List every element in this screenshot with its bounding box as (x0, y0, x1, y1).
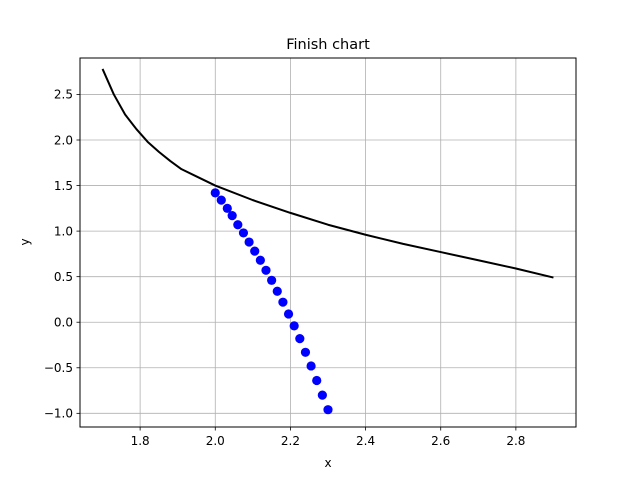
y-tick-label: 2.5 (54, 88, 73, 102)
data-point (289, 321, 299, 331)
data-point (300, 347, 311, 357)
x-tick-label: 2.4 (356, 434, 375, 448)
data-point (306, 361, 316, 371)
data-point (312, 375, 322, 386)
data-point (272, 286, 282, 296)
y-tick-label: −0.5 (44, 361, 73, 375)
data-point (278, 297, 288, 307)
data-point (295, 334, 305, 344)
data-point (216, 195, 226, 205)
data-point (255, 255, 265, 265)
data-point (317, 390, 327, 400)
y-tick-label: 0.5 (54, 270, 73, 284)
data-point (233, 220, 243, 230)
data-point (283, 309, 294, 319)
data-point (250, 246, 260, 256)
grid (80, 58, 576, 427)
x-tick-label: 2.6 (431, 434, 450, 448)
data-point (244, 237, 254, 247)
x-axis-label: x (324, 456, 331, 470)
y-tick-label: −1.0 (44, 407, 73, 421)
ticks: 1.8 2.0 2.2 2.4 2.6 2.8 −1.0 −0.5 0.0 0.5 1.0 1.5 2.… (44, 88, 526, 448)
y-axis-label: y (18, 238, 32, 245)
chart-title: Finish chart (286, 37, 370, 53)
x-tick-label: 1.8 (131, 434, 150, 448)
y-tick-label: 1.0 (54, 224, 73, 238)
series-line-0 (101, 68, 554, 279)
data-point (267, 275, 277, 285)
x-tick-label: 2.8 (506, 434, 525, 448)
data-point (227, 211, 237, 221)
data-point (210, 188, 220, 198)
x-tick-label: 2.0 (206, 434, 225, 448)
y-tick-label: 2.0 (54, 133, 73, 147)
x-tick-label: 2.2 (281, 434, 300, 448)
data-point (323, 405, 333, 415)
plot-frame (79, 57, 577, 428)
data-point (238, 228, 249, 238)
data-point (222, 203, 232, 213)
y-tick-label: 0.0 (54, 316, 73, 330)
series-layer (101, 68, 554, 415)
y-tick-label: 1.5 (54, 179, 73, 193)
data-point (261, 265, 271, 275)
